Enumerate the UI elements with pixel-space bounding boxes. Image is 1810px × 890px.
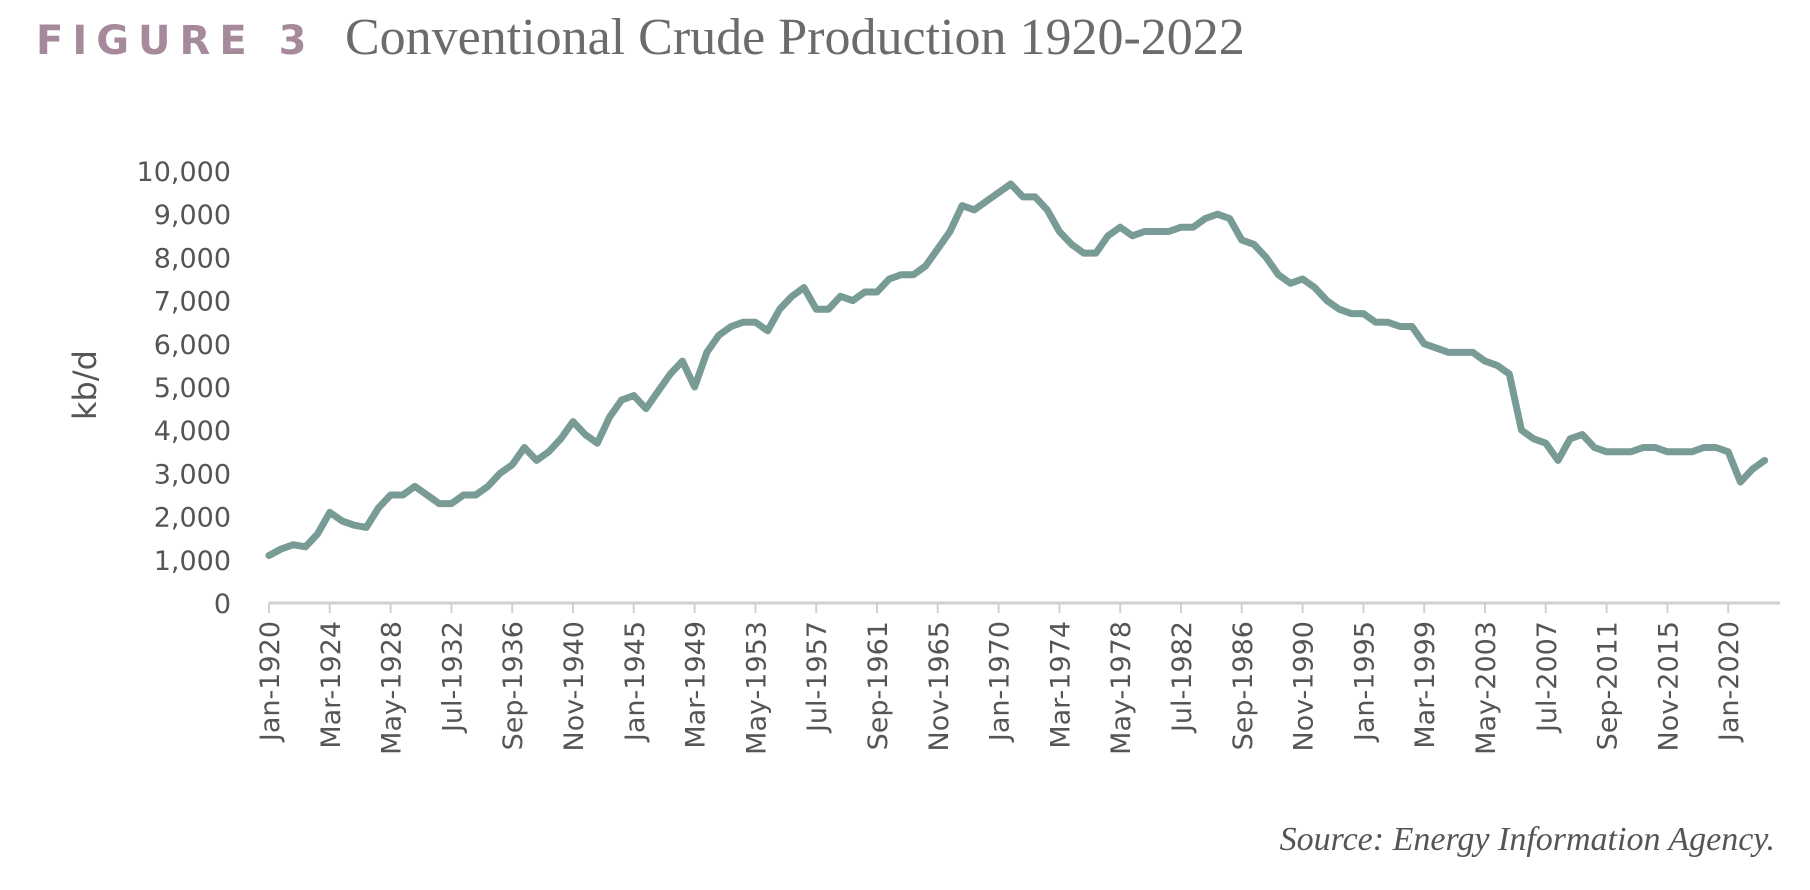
data-line	[265, 180, 1769, 559]
x-tick-label: Sep-2011	[1593, 621, 1624, 750]
x-tick-label: Jan-1995	[1349, 621, 1380, 743]
x-tick-label: Mar-1999	[1410, 621, 1441, 749]
x-tick-label: May-2003	[1471, 621, 1502, 755]
x-tick-label: Nov-1940	[559, 621, 590, 751]
x-tick-label: Mar-1924	[316, 621, 347, 749]
x-tick-label: May-1978	[1106, 621, 1137, 755]
x-tick-label: Mar-1949	[681, 621, 712, 749]
y-tick-label: 3,000	[154, 459, 231, 490]
y-tick-label: 7,000	[154, 287, 231, 318]
chart-title: Conventional Crude Production 1920-2022	[345, 9, 1245, 66]
x-tick-label: Sep-1961	[863, 621, 894, 750]
x-tick-label: Sep-1936	[498, 621, 529, 750]
figure-label: FIGURE 3	[36, 18, 315, 64]
y-tick-label: 4,000	[154, 416, 231, 447]
x-tick-label: Nov-2015	[1653, 621, 1684, 751]
y-tick-label: 5,000	[154, 373, 231, 404]
source-note: Source: Energy Information Agency.	[1280, 821, 1775, 858]
x-tick-label: Jan-2020	[1714, 621, 1745, 743]
x-tick-label: May-1953	[741, 621, 772, 755]
x-tick-label: Sep-1986	[1228, 621, 1259, 750]
y-tick-label: 8,000	[154, 243, 231, 274]
x-tick-label: Jul-1957	[802, 621, 833, 734]
x-tick-label: Jan-1970	[985, 621, 1016, 743]
x-tick-label: Jan-1945	[620, 621, 651, 743]
x-tick-label: Nov-1990	[1289, 621, 1320, 751]
y-tick-label: 6,000	[154, 330, 231, 361]
x-tick-label: Jan-1920	[255, 621, 286, 743]
x-tick-label: Jul-1932	[437, 621, 468, 734]
y-tick-label: 1,000	[154, 546, 231, 577]
x-tick-label: Jul-1982	[1167, 621, 1198, 734]
y-tick-label: 2,000	[154, 503, 231, 534]
x-tick-label: Jul-2007	[1532, 621, 1563, 734]
x-tick-label: May-1928	[377, 621, 408, 755]
y-tick-label: 9,000	[154, 200, 231, 231]
y-tick-label: 0	[214, 589, 231, 620]
y-tick-label: 10,000	[137, 157, 231, 188]
y-axis-label: kb/d	[66, 350, 104, 420]
x-tick-label: Nov-1965	[924, 621, 955, 751]
x-tick-label: Mar-1974	[1045, 621, 1076, 749]
